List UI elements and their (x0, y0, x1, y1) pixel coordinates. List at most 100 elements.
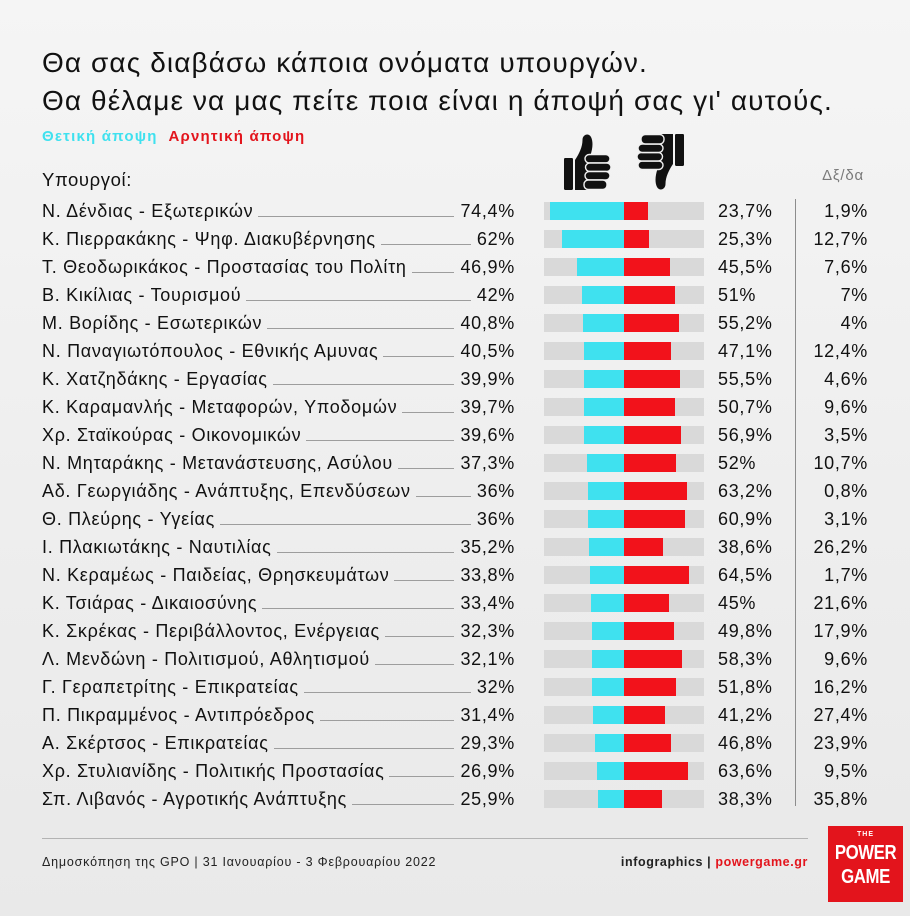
positive-value-label: 32% (477, 673, 515, 701)
value-number: 51 (718, 285, 740, 305)
row-label-group: Ι. Πλακιωτάκης - Ναυτιλίας 35,2% (42, 533, 515, 561)
value-unit: % (851, 789, 868, 809)
row-label-group: Αδ. Γεωργιάδης - Ανάπτυξης, Επενδύσεων 36… (42, 477, 515, 505)
positive-value-label: 46,9% (460, 253, 515, 281)
bar-track (544, 734, 704, 752)
value-number: 41,2 (718, 705, 756, 725)
leader-line (246, 299, 471, 301)
minister-name: Ι. Πλακιωτάκης - Ναυτιλίας (42, 537, 272, 557)
undecided-header: Δξ/δα (822, 167, 864, 184)
value-number: 63,6 (718, 761, 756, 781)
undecided-value-label: 12,4% (798, 337, 868, 365)
minister-name: Τ. Θεοδωρικάκος - Προστασίας του Πολίτη (42, 257, 407, 277)
value-unit: % (851, 565, 868, 585)
value-unit: % (851, 341, 868, 361)
value-number: 10,7 (813, 453, 852, 473)
minister-row: Ν. Μηταράκης - Μετανάστευσης, Ασύλου 37,3… (0, 449, 910, 477)
value-number: 7,6 (824, 257, 852, 277)
value-unit: % (755, 789, 773, 809)
value-unit: % (498, 761, 515, 781)
value-number: 63,2 (718, 481, 756, 501)
value-number: 12,7 (813, 229, 852, 249)
value-unit: % (755, 425, 773, 445)
column-divider (795, 199, 796, 806)
leader-line (380, 243, 471, 245)
negative-bar (624, 790, 663, 808)
undecided-value-label: 21,6% (798, 589, 868, 617)
minister-row: Κ. Καραμανλής - Μεταφορών, Υποδομών 39,7%… (0, 393, 910, 421)
positive-bar (584, 426, 624, 444)
value-unit: % (498, 509, 515, 529)
leader-line (384, 635, 455, 637)
value-number: 35,2 (460, 537, 499, 557)
bar-track (544, 258, 704, 276)
positive-bar (582, 286, 624, 304)
negative-value-label: 51,8% (718, 673, 792, 701)
title-line-1: Θα σας διαβάσω κάποια ονόματα υπουργών. (42, 47, 648, 78)
value-unit: % (755, 705, 773, 725)
undecided-value-label: 1,7% (798, 561, 868, 589)
value-number: 46,9 (460, 257, 499, 277)
minister-row: Γ. Γεραπετρίτης - Επικρατείας 32% 51,8% 16,… (0, 673, 910, 701)
minister-row: Χρ. Στυλιανίδης - Πολιτικής Προστασίας 26… (0, 757, 910, 785)
value-number: 36 (476, 481, 499, 501)
negative-bar (624, 510, 685, 528)
value-number: 32,1 (460, 649, 499, 669)
value-number: 32 (476, 677, 499, 697)
leader-line (415, 495, 471, 497)
row-label-group: Κ. Καραμανλής - Μεταφορών, Υποδομών 39,7% (42, 393, 515, 421)
negative-value-label: 58,3% (718, 645, 792, 673)
bar-track (544, 342, 704, 360)
value-number: 45,5 (718, 257, 756, 277)
thumbs-up-icon (564, 133, 612, 191)
value-unit: % (755, 369, 773, 389)
positive-bar (588, 538, 624, 556)
positive-bar (592, 678, 624, 696)
undecided-value-label: 9,6% (798, 645, 868, 673)
value-number: 46,8 (718, 733, 756, 753)
minister-name: Λ. Μενδώνη - Πολιτισμού, Αθλητισμού (42, 649, 370, 669)
bar-track (544, 482, 704, 500)
value-number: 62 (476, 229, 499, 249)
minister-name: Σπ. Λιβανός - Αγροτικής Ανάπτυξης (42, 789, 347, 809)
bar-track (544, 286, 704, 304)
minister-row: Π. Πικραμμένος - Αντιπρόεδρος 31,4% 41,2% 2… (0, 701, 910, 729)
positive-value-label: 36% (477, 505, 515, 533)
value-unit: % (498, 565, 515, 585)
value-number: 29,3 (460, 733, 499, 753)
value-number: 1,9 (824, 201, 852, 221)
positive-value-label: 25,9% (460, 785, 515, 813)
undecided-value-label: 9,6% (798, 393, 868, 421)
bar-track (544, 370, 704, 388)
minister-row: Ν. Παναγιωτόπουλος - Εθνικής Αμυνας 40,5%… (0, 337, 910, 365)
legend-positive: Θετική άποψη (42, 128, 158, 145)
minister-name: Θ. Πλεύρης - Υγείας (42, 509, 216, 529)
minister-name: Κ. Τσιάρας - Δικαιοσύνης (42, 593, 258, 613)
value-unit: % (851, 705, 868, 725)
negative-bar (624, 398, 675, 416)
value-number: 36 (476, 509, 499, 529)
minister-row: Λ. Μενδώνη - Πολιτισμού, Αθλητισμού 32,1%… (0, 645, 910, 673)
minister-row: Κ. Τσιάρας - Δικαιοσύνης 33,4% 45% 21,6% (0, 589, 910, 617)
value-number: 9,6 (824, 649, 852, 669)
value-unit: % (498, 537, 515, 557)
negative-value-label: 45,5% (718, 253, 792, 281)
value-unit: % (755, 537, 773, 557)
undecided-value-label: 12,7% (798, 225, 868, 253)
value-unit: % (755, 509, 773, 529)
undecided-value-label: 0,8% (798, 477, 868, 505)
legend-negative: Αρνητική άποψη (168, 128, 306, 145)
positive-value-label: 40,8% (460, 309, 515, 337)
positive-bar (594, 734, 624, 752)
value-number: 39,7 (460, 397, 499, 417)
positive-bar (584, 398, 624, 416)
leader-line (383, 355, 455, 357)
positive-value-label: 35,2% (460, 533, 515, 561)
minister-row: Μ. Βορίδης - Εσωτερικών 40,8% 55,2% 4% (0, 309, 910, 337)
leader-line (220, 523, 471, 525)
value-unit: % (851, 369, 868, 389)
negative-value-label: 56,9% (718, 421, 792, 449)
positive-value-label: 39,6% (460, 421, 515, 449)
logo-the: THE (857, 831, 874, 838)
positive-bar (549, 202, 624, 220)
